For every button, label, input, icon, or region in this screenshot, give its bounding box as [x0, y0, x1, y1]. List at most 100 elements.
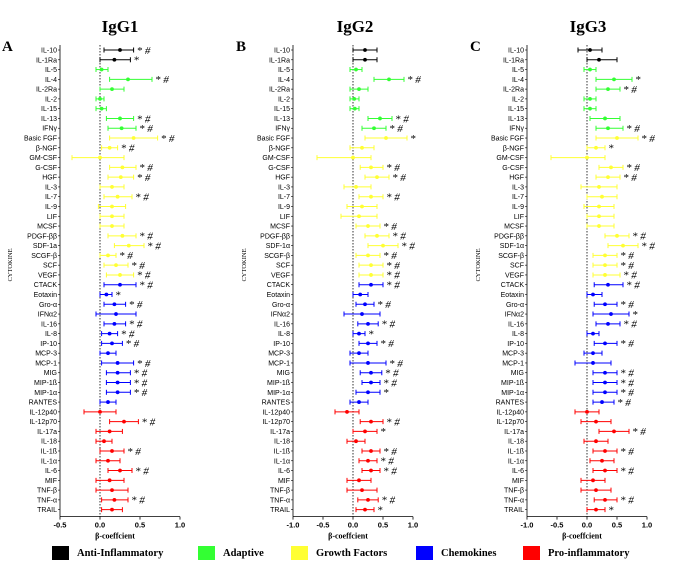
estimate-point — [115, 361, 120, 365]
category-label: IL-5 — [512, 67, 524, 74]
estimate-point — [366, 341, 370, 346]
significance-marker: * # — [617, 397, 631, 409]
significance-marker: * # — [620, 368, 634, 380]
category-label: MIP-1ß — [501, 380, 524, 387]
x-tick-label: -1.0 — [521, 521, 534, 530]
estimate-point — [354, 439, 358, 444]
x-tick-label: 0.5 — [135, 521, 145, 530]
significance-marker: * # — [380, 456, 394, 468]
category-label: GM-CSF — [496, 155, 524, 162]
category-label: IL-4 — [278, 77, 290, 84]
significance-marker: * # — [127, 446, 141, 458]
category-label: IL-16 — [274, 321, 290, 328]
category-label: IP-10 — [40, 341, 57, 348]
significance-marker: * # — [392, 172, 406, 184]
significance-marker: * # — [626, 123, 640, 135]
category-label: MCSF — [37, 224, 57, 231]
category-label: IL-18 — [274, 439, 290, 446]
category-label: SCGF-β — [498, 253, 524, 260]
x-tick-label: 0.0 — [95, 521, 105, 530]
category-label: IL-6 — [512, 468, 524, 475]
significance-marker: * # — [632, 231, 646, 243]
estimate-point — [369, 380, 373, 385]
estimate-point — [375, 175, 379, 180]
category-label: IP-10 — [273, 341, 290, 348]
estimate-point — [106, 458, 110, 463]
estimate-point — [352, 97, 357, 101]
estimate-point — [594, 439, 598, 444]
legend-label: Chemokines — [441, 547, 497, 559]
significance-marker: * # — [135, 465, 149, 477]
estimate-point — [352, 106, 357, 111]
significance-marker: * # — [131, 260, 145, 272]
category-label: CTACK — [267, 282, 291, 289]
estimate-point — [126, 243, 131, 248]
estimate-point — [366, 458, 370, 463]
estimate-point — [363, 507, 367, 512]
category-label: IL-6 — [45, 468, 57, 475]
estimate-point — [115, 380, 120, 385]
category-label: IL-15 — [41, 106, 57, 113]
category-label: IFNα2 — [271, 312, 290, 319]
estimate-point — [603, 273, 607, 277]
estimate-point — [585, 155, 589, 160]
category-label: TNF-β — [504, 488, 524, 495]
significance-marker: * # — [620, 250, 634, 262]
category-label: Basic FGF — [491, 136, 524, 143]
category-label: MIF — [278, 478, 290, 485]
estimate-point — [609, 312, 613, 316]
y-axis-label: CYTOKINE — [7, 248, 14, 281]
estimate-point — [110, 488, 114, 492]
estimate-point — [98, 409, 102, 414]
category-label: Gro-α — [506, 302, 524, 309]
category-label: IL-2Ra — [503, 87, 524, 94]
estimate-point — [118, 273, 122, 277]
category-label: IL-1ß — [508, 448, 524, 455]
category-label: IL-12p70 — [262, 419, 290, 426]
category-label: G-CSF — [268, 165, 290, 172]
significance-marker: * # — [139, 280, 153, 292]
estimate-point — [98, 155, 102, 160]
estimate-point — [110, 507, 114, 512]
category-label: IL-17a — [37, 429, 57, 436]
category-label: IL-7 — [45, 194, 57, 201]
legend-swatch — [198, 546, 215, 560]
estimate-point — [612, 77, 616, 82]
estimate-point — [110, 224, 114, 228]
legend-item-anti-inflammatory: Anti-Inflammatory — [52, 546, 163, 560]
panel-igg2: B IgG2 CYTOKINE -1.0 -0.5 0.0 0.5 1.0 β-coeffcie… — [236, 17, 421, 541]
category-label: IL-1α — [508, 458, 524, 465]
category-label: IL-4 — [45, 77, 57, 84]
estimate-point — [594, 419, 598, 424]
significance-marker: * # — [141, 416, 155, 428]
estimate-point — [112, 321, 117, 326]
category-label: IFNα2 — [505, 312, 524, 319]
legend-item-adaptive: Adaptive — [198, 546, 264, 560]
estimate-point — [600, 194, 604, 199]
estimate-point — [588, 106, 592, 111]
estimate-point — [118, 116, 122, 121]
panel-igg1: A IgG1 CYTOKINE -0.5 0.0 0.5 1.0 β-coeffcient IL… — [2, 17, 185, 541]
category-label: IL-12p40 — [496, 409, 524, 416]
category-label: IL-10 — [508, 48, 524, 55]
category-label: SDF-1α — [266, 243, 290, 250]
category-label: LIF — [47, 214, 57, 221]
significance-marker: * # — [392, 231, 406, 243]
estimate-point — [131, 136, 136, 140]
estimate-point — [615, 136, 619, 140]
estimate-point — [366, 224, 370, 228]
legend-item-growth-factors: Growth Factors — [291, 546, 387, 560]
category-label: IL-8 — [278, 331, 290, 338]
estimate-point — [603, 497, 607, 502]
category-label: MIF — [45, 478, 57, 485]
panel-igg3: C IgG3 CYTOKINE -1.0 -0.5 0.0 0.5 1.0 β-coeffcie… — [470, 17, 655, 541]
estimate-point — [99, 106, 104, 111]
estimate-point — [357, 214, 361, 219]
estimate-point — [369, 165, 373, 170]
category-label: SCGF-β — [264, 253, 290, 260]
significance-marker: * — [368, 328, 374, 340]
estimate-point — [366, 361, 370, 365]
category-label: MCP-1 — [268, 360, 290, 367]
category-label: IFNα2 — [38, 312, 57, 319]
category-label: IL-17a — [504, 429, 524, 436]
